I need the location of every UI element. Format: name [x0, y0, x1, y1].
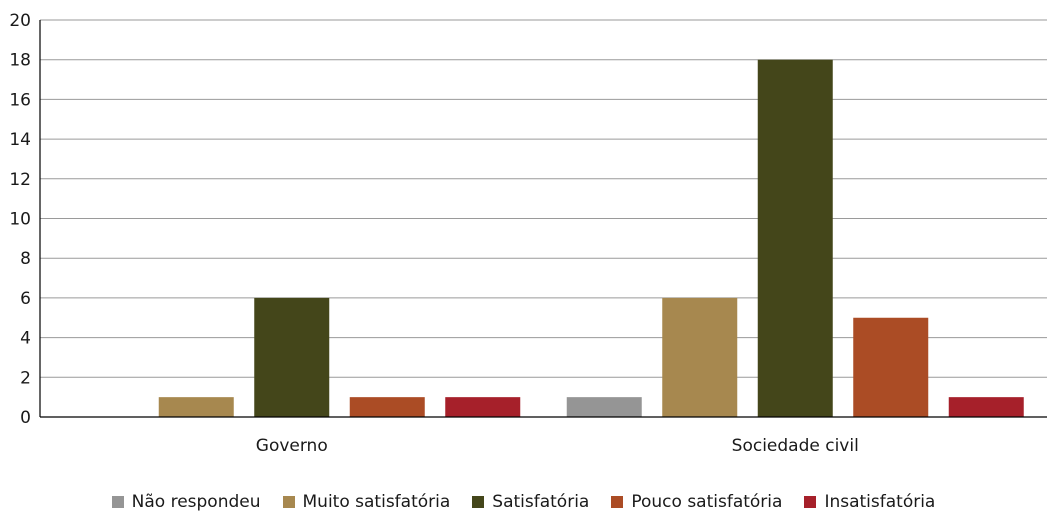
- x-category-label: Sociedade civil: [732, 436, 859, 456]
- legend-item: Não respondeu: [111, 491, 261, 512]
- legend-item: Satisfatória: [472, 492, 589, 512]
- y-tick-label: 0: [20, 408, 31, 428]
- y-tick-label: 12: [9, 170, 31, 190]
- bar: [349, 397, 425, 417]
- y-tick-label: 16: [9, 90, 31, 110]
- legend-swatch: [472, 495, 485, 508]
- legend-label: Não respondeu: [131, 491, 261, 512]
- legend-label: Satisfatória: [492, 491, 590, 512]
- legend-item: Insatisfatória: [804, 492, 935, 512]
- legend-item: Muito satisfatória: [282, 491, 451, 512]
- legend-label: Muito satisfatória: [302, 491, 451, 512]
- bar-chart: 0 2 4 6 8 10 12 14 16 18 20 Governo Sociedade civil: [9, 11, 1047, 456]
- legend-swatch: [282, 495, 295, 508]
- bar: [853, 317, 929, 417]
- bar: [948, 397, 1024, 417]
- bar: [445, 397, 521, 417]
- bar: [662, 297, 738, 417]
- bar: [254, 297, 330, 417]
- x-axis-category-labels: Governo Sociedade civil: [256, 436, 859, 456]
- legend-label: Pouco satisfatória: [631, 491, 783, 512]
- bars: [158, 59, 1024, 417]
- legend-swatch: [804, 495, 817, 508]
- y-tick-label: 8: [20, 249, 31, 269]
- y-tick-label: 10: [9, 210, 31, 230]
- legend-swatch: [611, 495, 624, 508]
- x-category-label: Governo: [256, 436, 328, 456]
- y-tick-label: 2: [20, 368, 31, 388]
- gridlines: [40, 19, 1047, 378]
- legend-swatch: [111, 495, 124, 508]
- y-tick-label: 18: [9, 51, 31, 71]
- y-tick-label: 6: [20, 289, 31, 309]
- y-tick-label: 20: [9, 11, 31, 31]
- legend-label: Insatisfatória: [824, 491, 936, 512]
- legend-item: Pouco satisfatória: [611, 492, 782, 512]
- y-axis-tick-labels: 0 2 4 6 8 10 12 14 16 18 20: [9, 11, 31, 428]
- y-tick-label: 14: [9, 130, 31, 150]
- bar: [158, 397, 234, 417]
- y-tick-label: 4: [20, 329, 31, 349]
- bar: [757, 59, 833, 417]
- legend: Não respondeu Muito satisfatória Satisfató…: [0, 490, 1047, 513]
- bar: [566, 397, 642, 417]
